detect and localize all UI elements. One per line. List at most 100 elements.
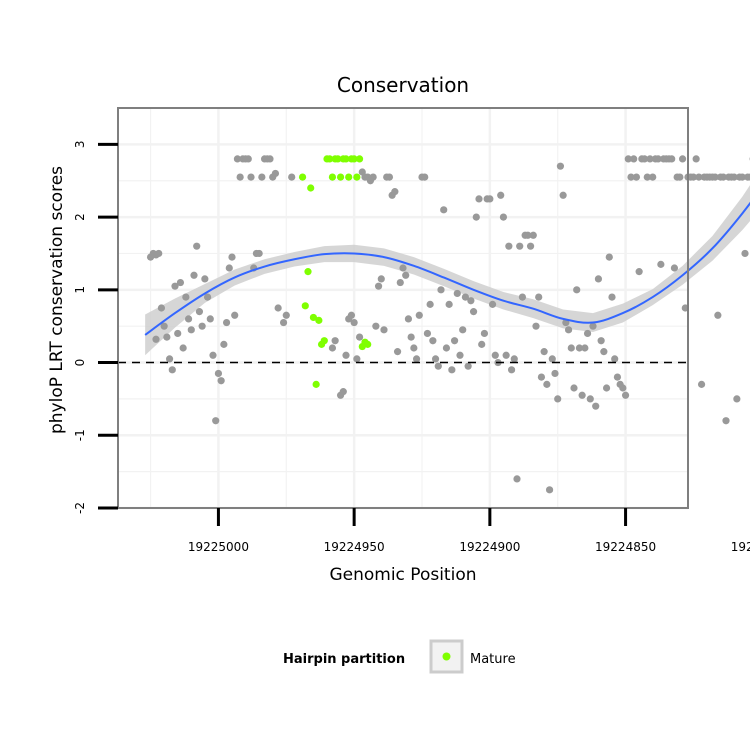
point-other <box>529 231 537 239</box>
legend: Hairpin partition Mature <box>283 639 516 674</box>
point-other <box>350 318 358 327</box>
y-tick-label: 2 <box>73 213 87 221</box>
point-other <box>621 391 630 399</box>
point-mature <box>336 173 345 181</box>
point-other <box>510 355 518 363</box>
point-mature <box>307 184 315 192</box>
point-other <box>374 282 383 290</box>
point-other <box>328 344 337 352</box>
legend-title: Hairpin partition <box>283 652 405 667</box>
point-other <box>630 155 638 163</box>
point-other <box>478 340 486 348</box>
point-mature <box>326 155 334 163</box>
x-tick-label: 19224950 <box>324 540 385 554</box>
point-other <box>678 155 687 163</box>
point-other <box>554 395 562 403</box>
point-mature <box>298 173 307 181</box>
point-other <box>236 173 244 181</box>
point-mature <box>364 340 372 348</box>
point-other <box>209 351 217 359</box>
point-mature <box>342 155 350 163</box>
point-other <box>518 293 527 301</box>
point-other <box>421 173 429 181</box>
point-other <box>499 213 508 221</box>
point-other <box>174 329 182 338</box>
point-other <box>689 173 698 181</box>
point-other <box>228 253 236 261</box>
point-other <box>258 173 266 181</box>
point-other <box>187 326 195 334</box>
point-other <box>524 231 532 239</box>
point-other <box>535 293 543 301</box>
point-other <box>385 173 394 181</box>
point-mature <box>350 155 358 163</box>
point-other <box>714 311 722 319</box>
point-other <box>551 369 559 378</box>
point-other <box>160 322 168 330</box>
point-other <box>711 173 719 181</box>
point-other <box>597 337 605 345</box>
point-other <box>347 311 356 319</box>
point-other <box>410 344 418 352</box>
point-other <box>271 169 280 178</box>
point-other <box>339 388 347 396</box>
point-other <box>214 369 223 378</box>
point-other <box>412 355 421 363</box>
point-other <box>583 329 592 338</box>
point-other <box>217 377 225 385</box>
point-other <box>393 348 402 356</box>
point-other <box>464 362 472 370</box>
point-other <box>488 300 497 308</box>
point-other <box>502 351 510 359</box>
point-other <box>670 264 679 272</box>
x-tick-label: 19224900 <box>459 540 520 554</box>
point-other <box>171 282 179 290</box>
point-other <box>402 271 410 279</box>
point-other <box>274 304 282 312</box>
point-mature <box>334 155 342 163</box>
point-other <box>353 355 361 363</box>
point-other <box>467 297 475 305</box>
point-other <box>423 329 432 338</box>
point-other <box>741 249 749 258</box>
point-other <box>266 155 274 163</box>
point-other <box>377 275 385 283</box>
point-other <box>657 260 665 268</box>
x-axis-title: Genomic Position <box>329 565 476 585</box>
x-tick-label: 19225000 <box>188 540 249 554</box>
point-mature <box>301 302 309 310</box>
point-other <box>445 300 453 308</box>
point-other <box>491 351 499 359</box>
point-mature <box>355 155 364 163</box>
point-other <box>602 384 611 392</box>
point-other <box>640 155 649 163</box>
point-other <box>220 340 228 348</box>
point-other <box>592 402 600 410</box>
point-other <box>600 348 608 356</box>
point-other <box>342 351 350 359</box>
point-other <box>654 155 662 163</box>
point-other <box>450 337 459 345</box>
point-other <box>190 271 198 279</box>
point-other <box>431 355 440 363</box>
point-other <box>469 308 478 316</box>
point-other <box>567 344 575 352</box>
point-mature <box>315 316 323 324</box>
point-other <box>331 337 339 345</box>
point-other <box>589 322 597 330</box>
point-other <box>548 355 556 363</box>
point-other <box>559 191 567 199</box>
point-other <box>564 326 573 334</box>
point-other <box>586 395 594 403</box>
point-other <box>507 366 516 374</box>
point-other <box>695 173 703 181</box>
y-tick-label: 3 <box>73 141 87 149</box>
point-other <box>437 286 445 294</box>
point-other <box>692 155 700 163</box>
point-other <box>472 213 480 221</box>
point-other <box>146 253 155 261</box>
point-other <box>440 206 448 214</box>
point-mature <box>312 380 320 388</box>
point-other <box>152 335 160 343</box>
data-points <box>146 155 750 494</box>
